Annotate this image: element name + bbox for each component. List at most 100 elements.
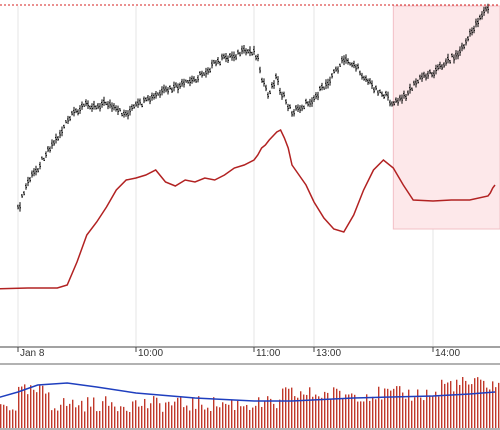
volume-bar [168, 401, 170, 428]
volume-bar [105, 396, 107, 428]
volume-bar [132, 401, 134, 428]
volume-bar [390, 390, 392, 428]
volume-bar [96, 411, 98, 428]
volume-bar [6, 406, 8, 428]
volume-bar [285, 387, 287, 428]
volume-bar [243, 406, 245, 428]
volume-bar [63, 398, 65, 428]
volume-bar [183, 407, 185, 428]
volume-bar [492, 381, 494, 428]
volume-bar [471, 384, 473, 428]
volume-bar [174, 401, 176, 428]
volume-bar [9, 410, 11, 428]
volume-bar [195, 408, 197, 428]
volume-bar [387, 388, 389, 428]
volume-bar [78, 405, 80, 428]
volume-bar [255, 405, 257, 428]
volume-bar [225, 403, 227, 428]
volume-bar [144, 398, 146, 428]
volume-bar [87, 397, 89, 428]
volume-bar [261, 406, 263, 428]
volume-bar [114, 406, 116, 428]
volume-bar [423, 400, 425, 428]
volume-bar [0, 404, 2, 428]
volume-bar [162, 411, 164, 428]
volume-bar [228, 404, 230, 428]
volume-bar [24, 384, 26, 428]
volume-bar [405, 398, 407, 428]
axis-tick-label: 14:00 [435, 348, 460, 359]
volume-bar [339, 390, 341, 428]
volume-bar [354, 394, 356, 428]
volume-bar [282, 388, 284, 428]
volume-bar [57, 410, 59, 428]
volume-bar [459, 384, 461, 428]
volume-bar [279, 399, 281, 428]
volume-bar [21, 386, 23, 428]
indicator-line [0, 128, 496, 290]
volume-bar [435, 391, 437, 428]
volume-bar [138, 406, 140, 428]
volume-bar [186, 405, 188, 428]
volume-bar [315, 394, 317, 428]
volume-bar [81, 400, 83, 428]
volume-bar [252, 407, 254, 428]
volume-bar [294, 396, 296, 428]
volume-bar [66, 405, 68, 428]
volume-bar [153, 396, 155, 428]
volume-bar [426, 389, 428, 428]
volume-bar [366, 394, 368, 428]
volume-bar [417, 389, 419, 428]
highlight-region [392, 5, 500, 230]
volume-bar [351, 393, 353, 428]
volume-bar [204, 409, 206, 428]
volume-bar [111, 402, 113, 428]
volume-bar [321, 397, 323, 428]
volume-bar [15, 410, 17, 428]
volume-bar [381, 399, 383, 428]
volume-bar [93, 397, 95, 428]
volume-bar [69, 403, 71, 428]
volume-bar [264, 401, 266, 428]
volume-bar [447, 382, 449, 428]
volume-bar [288, 388, 290, 428]
volume-bar [456, 379, 458, 428]
volume-bar [189, 410, 191, 428]
volume-bar [234, 409, 236, 428]
volume-bar [486, 387, 488, 428]
volume-bar [498, 382, 500, 428]
volume-bar [483, 380, 485, 428]
volume-bar [237, 400, 239, 428]
volume-bar [45, 393, 47, 428]
volume-bar [369, 400, 371, 428]
volume-bar [222, 402, 224, 428]
volume-bar [276, 408, 278, 428]
volume-bar [363, 401, 365, 428]
volume-bar [48, 392, 50, 428]
volume-bar [108, 405, 110, 428]
volume-bar [246, 404, 248, 428]
volume-bar [258, 397, 260, 428]
volume-bar [312, 396, 314, 428]
volume-bar [399, 386, 401, 428]
volume-bar [18, 386, 20, 428]
volume-bar [123, 406, 125, 428]
volume-bar [117, 411, 119, 428]
volume-bar [126, 410, 128, 428]
volume-bar [36, 392, 38, 428]
volume-bar [441, 379, 443, 428]
volume-bar [408, 389, 410, 428]
volume-bar [216, 406, 218, 428]
volume-bar [102, 401, 104, 428]
volume-bar [39, 385, 41, 428]
volume-bar [219, 407, 221, 428]
volume-bar [291, 387, 293, 428]
volume-bar [438, 396, 440, 428]
volume-bar [54, 408, 56, 428]
volume-bar [249, 409, 251, 428]
volume-bar [465, 380, 467, 428]
volume-bar [309, 387, 311, 428]
volume-bar [357, 401, 359, 428]
volume-bar [378, 386, 380, 428]
volume-bar [327, 392, 329, 428]
